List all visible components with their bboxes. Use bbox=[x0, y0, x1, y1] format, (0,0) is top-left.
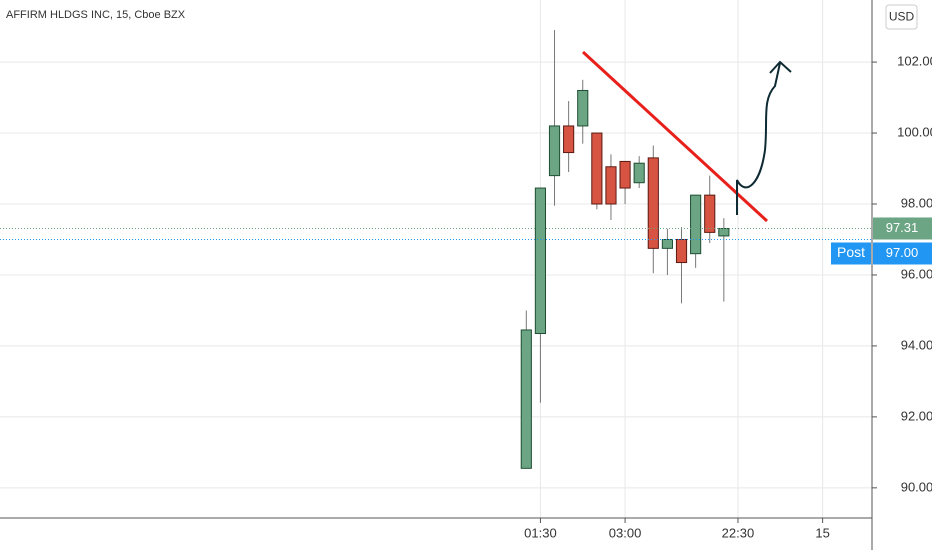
last-price-label: 97.31 bbox=[886, 220, 919, 235]
x-tick-label: 03:00 bbox=[609, 525, 642, 540]
x-tick-label: 15 bbox=[815, 525, 829, 540]
post-tag-label: Post bbox=[837, 244, 865, 260]
y-tick-label: 102.00 bbox=[897, 54, 932, 69]
grid bbox=[0, 0, 872, 518]
candle-body bbox=[591, 132, 603, 205]
candle-body bbox=[577, 89, 589, 127]
x-tick-label: 22:30 bbox=[722, 525, 755, 540]
candle-body bbox=[718, 227, 730, 237]
post-price-label: 97.00 bbox=[886, 245, 919, 260]
y-tick-label: 90.00 bbox=[901, 479, 932, 494]
candle-body bbox=[548, 125, 561, 177]
last-price-box bbox=[873, 217, 932, 240]
candle-body bbox=[704, 194, 716, 233]
candle-body bbox=[690, 194, 702, 255]
currency-button[interactable] bbox=[885, 4, 918, 30]
currency-label: USD bbox=[889, 10, 915, 24]
candle-body bbox=[633, 162, 645, 184]
y-tick-label: 98.00 bbox=[901, 195, 932, 210]
drawn-arrow bbox=[736, 60, 792, 215]
y-tick-label: 100.00 bbox=[897, 124, 932, 139]
axes: 90.00 92.00 94.00 96.00 98.00 100.00 102.00 01:… bbox=[0, 54, 932, 540]
candle-body bbox=[534, 187, 546, 335]
post-tag-box bbox=[831, 242, 871, 265]
y-tick-label: 92.00 bbox=[901, 408, 932, 423]
candles bbox=[520, 30, 730, 469]
candle-body bbox=[605, 166, 617, 205]
candle-body bbox=[661, 238, 673, 249]
chart-title: AFFIRM HLDGS INC, 15, Cboe BZX bbox=[6, 9, 186, 21]
x-tick-label: 01:30 bbox=[524, 525, 557, 540]
candle-body bbox=[520, 329, 532, 469]
candle-body bbox=[647, 157, 659, 249]
y-tick-label: 96.00 bbox=[901, 266, 932, 281]
candle-body bbox=[563, 125, 575, 154]
candle-body bbox=[619, 160, 631, 189]
candle-body bbox=[675, 238, 688, 264]
post-price-box bbox=[873, 242, 932, 265]
y-tick-label: 94.00 bbox=[901, 337, 932, 352]
